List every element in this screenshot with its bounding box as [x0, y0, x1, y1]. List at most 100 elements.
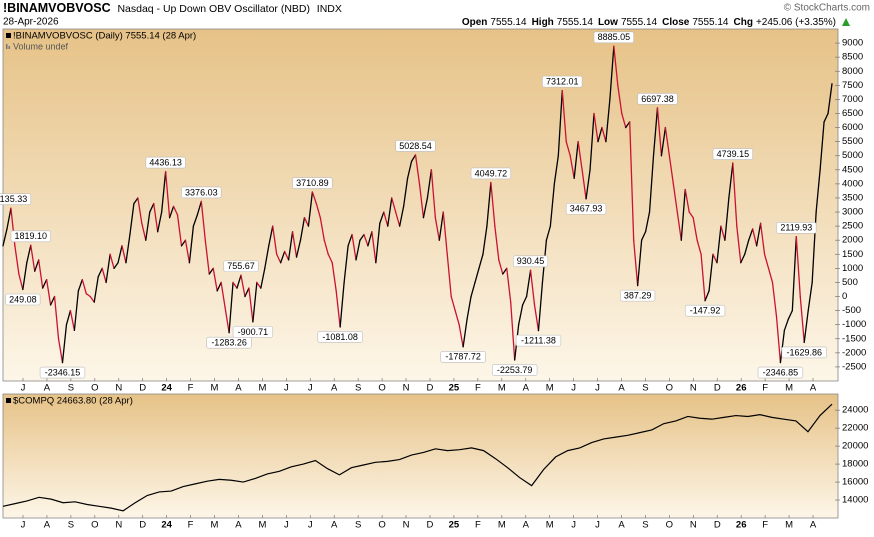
- line-segment: [22, 262, 28, 291]
- line-segment: [545, 225, 552, 241]
- line-segment: [153, 202, 159, 233]
- line-segment: [93, 276, 99, 303]
- line-segment: [633, 239, 639, 287]
- point-label: -1629.86: [786, 347, 822, 357]
- line-segment: [49, 295, 56, 306]
- line-segment: [815, 169, 821, 213]
- line-segment: [506, 267, 512, 303]
- point-label-box: [515, 334, 562, 347]
- line-segment: [65, 309, 72, 326]
- quote-value: 7555.14: [692, 17, 729, 28]
- x-tick-label: M: [258, 520, 266, 531]
- x-tick-label: 25: [449, 520, 460, 531]
- point-label: -1787.72: [445, 352, 481, 362]
- line-segment: [636, 239, 643, 287]
- line-segment: [755, 222, 762, 247]
- y-tick-label: 8000: [842, 66, 863, 77]
- point-label: 1819.10: [14, 231, 47, 241]
- line-segment: [450, 295, 456, 312]
- line-segment: [672, 183, 678, 213]
- y-tick-label: 6500: [842, 108, 863, 119]
- line-segment: [577, 140, 583, 171]
- point-label: -1081.08: [322, 332, 358, 342]
- line-segment: [212, 267, 218, 292]
- x-tick-label: 24: [161, 520, 172, 531]
- line-segment: [383, 211, 389, 227]
- line-segment: [359, 233, 365, 241]
- x-tick-label: A: [44, 383, 51, 394]
- line-segment: [644, 211, 651, 233]
- line-segment: [537, 281, 544, 332]
- line-segment: [327, 253, 333, 264]
- x-tick-label: D: [139, 383, 146, 394]
- line-segment: [498, 259, 504, 275]
- y-tick-label: 9000: [842, 38, 863, 49]
- line-segment: [109, 253, 115, 270]
- line-segment: [430, 169, 436, 219]
- x-tick-label: S: [355, 520, 361, 531]
- line-segment: [478, 253, 484, 270]
- line-segment: [73, 290, 80, 331]
- line-segment: [704, 290, 710, 302]
- x-tick-label: S: [68, 520, 74, 531]
- line-segment: [89, 295, 95, 303]
- line-segment: [347, 233, 353, 247]
- line-segment: [771, 281, 778, 317]
- line-segment: [232, 281, 238, 289]
- point-label-box: [317, 331, 363, 343]
- x-tick-label: S: [68, 383, 74, 394]
- x-tick-label: M: [258, 383, 266, 394]
- line-segment: [53, 295, 60, 340]
- x-tick-label: F: [762, 383, 768, 394]
- line-segment: [561, 89, 567, 143]
- x-tick-label: J: [595, 383, 600, 394]
- line-segment: [149, 202, 155, 213]
- point-label: -900.71: [238, 327, 269, 337]
- line-segment: [331, 262, 337, 292]
- x-tick-label: M: [546, 383, 554, 394]
- point-label-box: [637, 93, 678, 105]
- x-tick-label: S: [642, 383, 648, 394]
- point-label-box: [5, 293, 41, 306]
- line-segment: [716, 225, 722, 264]
- line-segment: [652, 107, 659, 157]
- point-label: 755.67: [227, 261, 255, 271]
- line-segment: [113, 262, 119, 270]
- line-segment: [260, 267, 266, 289]
- point-label: 4739.15: [717, 149, 750, 159]
- point-label-box: [781, 346, 827, 359]
- line-segment: [184, 239, 191, 264]
- line-segment: [629, 121, 635, 241]
- line-segment: [724, 197, 730, 241]
- line-segment: [502, 267, 508, 275]
- x-tick-label: A: [810, 520, 817, 531]
- point-label: 6697.38: [641, 94, 674, 104]
- quote-label: Close: [662, 17, 690, 28]
- line-segment: [569, 155, 575, 179]
- point-label: 3467.93: [570, 204, 603, 214]
- line-segment: [343, 245, 349, 284]
- line-segment: [517, 304, 524, 326]
- line-segment: [748, 228, 754, 241]
- y-tick-label: 6000: [842, 122, 863, 133]
- y-tick-label: 20000: [842, 441, 868, 452]
- y-tick-label: 5500: [842, 136, 863, 147]
- line-segment: [129, 202, 135, 236]
- point-label: 5028.54: [399, 141, 432, 151]
- line-segment: [696, 239, 702, 255]
- line-segment: [529, 269, 536, 306]
- quote-label: Chg: [733, 17, 752, 28]
- line-segment: [752, 228, 758, 247]
- line-segment: [283, 250, 290, 261]
- line-segment: [474, 267, 480, 284]
- line-segment: [581, 169, 587, 200]
- y-tick-label: 2500: [842, 221, 863, 232]
- x-tick-label: M: [785, 383, 793, 394]
- line-segment: [533, 304, 540, 332]
- x-tick-label: A: [331, 383, 338, 394]
- line-segment: [720, 225, 726, 241]
- line-segment: [164, 170, 171, 219]
- point-label-box: [0, 193, 32, 206]
- line-segment: [38, 259, 44, 289]
- line-segment: [176, 214, 183, 247]
